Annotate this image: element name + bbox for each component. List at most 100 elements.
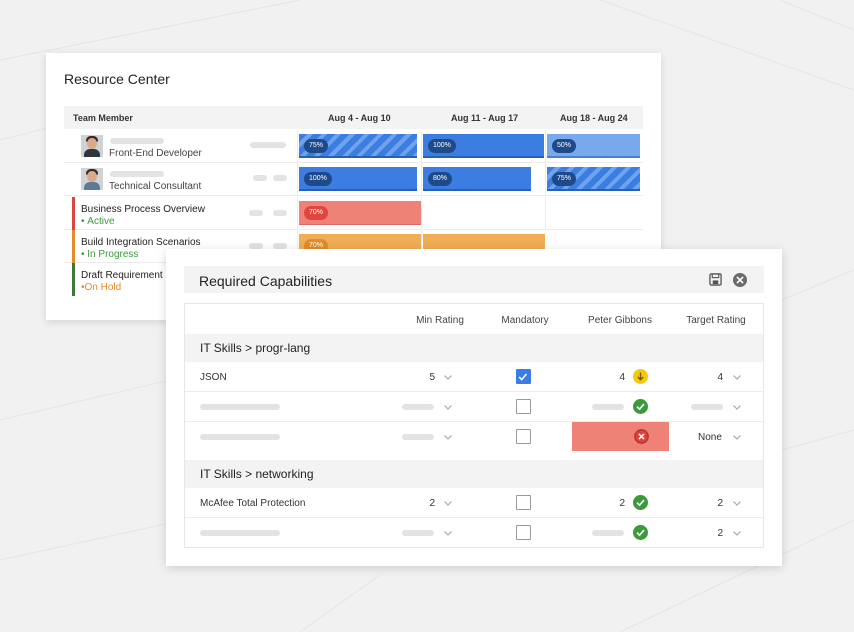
task-name: Build Integration Scenarios bbox=[81, 237, 201, 248]
target-rating-value: None bbox=[698, 432, 722, 443]
placeholder bbox=[592, 404, 624, 410]
column-mandatory: Mandatory bbox=[501, 315, 549, 326]
capabilities-header: Required Capabilities bbox=[184, 266, 764, 293]
person-rating-value: 4 bbox=[619, 372, 625, 383]
team-member-row[interactable]: Front-End Developer 75% 100% 50% bbox=[64, 130, 643, 163]
check-circle-icon bbox=[633, 525, 648, 540]
skill-name-placeholder bbox=[200, 434, 280, 440]
check-circle-icon bbox=[633, 399, 648, 414]
member-role: Technical Consultant bbox=[109, 181, 202, 192]
skill-name: McAfee Total Protection bbox=[200, 498, 306, 509]
allocation-bar[interactable]: 80% bbox=[423, 167, 531, 191]
save-icon[interactable] bbox=[709, 273, 722, 286]
task-name: Draft Requirement bbox=[81, 270, 163, 281]
placeholder bbox=[273, 243, 287, 249]
task-color-stripe bbox=[72, 197, 75, 230]
allocation-pill: 100% bbox=[304, 172, 332, 186]
skill-row[interactable]: None bbox=[185, 422, 763, 452]
allocation-pill: 80% bbox=[428, 172, 453, 186]
column-min-rating: Min Rating bbox=[416, 315, 464, 326]
column-week-3: Aug 18 - Aug 24 bbox=[560, 113, 628, 123]
skill-row[interactable]: JSON 5 4 4 bbox=[185, 362, 763, 392]
placeholder bbox=[253, 175, 267, 181]
column-person: Peter Gibbons bbox=[588, 315, 652, 326]
allocation-pill: 70% bbox=[304, 206, 329, 220]
allocation-pill: 75% bbox=[552, 172, 577, 186]
required-capabilities-panel: Required Capabilities Min Rating Mandato… bbox=[166, 249, 782, 566]
placeholder bbox=[402, 404, 434, 410]
mandatory-checkbox[interactable] bbox=[516, 525, 531, 540]
skill-name: JSON bbox=[200, 372, 227, 383]
chevron-down-icon[interactable] bbox=[443, 498, 453, 508]
chevron-down-icon[interactable] bbox=[443, 372, 453, 382]
target-rating-value: 4 bbox=[717, 372, 723, 383]
avatar bbox=[81, 135, 103, 157]
allocation-bar[interactable]: 100% bbox=[423, 134, 544, 158]
task-row[interactable]: Business Process Overview • Active 70% bbox=[64, 197, 643, 230]
column-team-member: Team Member bbox=[73, 113, 133, 123]
task-name: Business Process Overview bbox=[81, 204, 205, 215]
chevron-down-icon[interactable] bbox=[732, 498, 742, 508]
skill-group-name: IT Skills > progr-lang bbox=[200, 341, 311, 355]
task-status: • In Progress bbox=[81, 249, 139, 260]
team-member-row[interactable]: Technical Consultant 100% 80% 75% bbox=[64, 163, 643, 196]
placeholder bbox=[691, 404, 723, 410]
min-rating-value: 5 bbox=[429, 372, 435, 383]
avatar bbox=[81, 168, 103, 190]
arrow-down-warning-icon bbox=[633, 369, 648, 384]
skill-name-placeholder bbox=[200, 404, 280, 410]
target-rating-value: 2 bbox=[717, 528, 723, 539]
chevron-down-icon[interactable] bbox=[732, 402, 742, 412]
chevron-down-icon[interactable] bbox=[732, 528, 742, 538]
error-x-icon bbox=[634, 429, 649, 444]
allocation-bar[interactable]: 100% bbox=[299, 167, 417, 191]
placeholder bbox=[273, 210, 287, 216]
placeholder bbox=[402, 530, 434, 536]
check-circle-icon bbox=[633, 495, 648, 510]
resource-center-title: Resource Center bbox=[64, 71, 170, 87]
chevron-down-icon[interactable] bbox=[443, 432, 453, 442]
timeline-header: Team Member Aug 4 - Aug 10 Aug 11 - Aug … bbox=[64, 106, 643, 129]
skill-row[interactable]: McAfee Total Protection 2 2 2 bbox=[185, 488, 763, 518]
target-rating-value: 2 bbox=[717, 498, 723, 509]
chevron-down-icon[interactable] bbox=[732, 372, 742, 382]
chevron-down-icon[interactable] bbox=[443, 528, 453, 538]
mandatory-checkbox[interactable] bbox=[516, 399, 531, 414]
skill-row[interactable] bbox=[185, 392, 763, 422]
skill-name-placeholder bbox=[200, 530, 280, 536]
allocation-pill: 100% bbox=[428, 139, 456, 153]
allocation-pill: 50% bbox=[552, 139, 577, 153]
placeholder bbox=[249, 210, 263, 216]
column-week-2: Aug 11 - Aug 17 bbox=[451, 113, 519, 123]
name-placeholder bbox=[110, 171, 164, 177]
skill-row[interactable]: 2 bbox=[185, 518, 763, 548]
placeholder bbox=[402, 434, 434, 440]
capabilities-table: Min Rating Mandatory Peter Gibbons Targe… bbox=[184, 303, 764, 548]
check-icon bbox=[518, 373, 528, 381]
name-placeholder bbox=[110, 138, 164, 144]
mandatory-checkbox[interactable] bbox=[516, 429, 531, 444]
task-status: •On Hold bbox=[81, 282, 122, 293]
chevron-down-icon[interactable] bbox=[732, 432, 742, 442]
chevron-down-icon[interactable] bbox=[443, 402, 453, 412]
allocation-bar[interactable]: 50% bbox=[547, 134, 640, 158]
allocation-bar[interactable]: 75% bbox=[299, 134, 417, 158]
allocation-pill: 75% bbox=[304, 139, 329, 153]
mandatory-checkbox[interactable] bbox=[516, 369, 531, 384]
allocation-bar[interactable]: 75% bbox=[547, 167, 640, 191]
skill-group-name: IT Skills > networking bbox=[200, 467, 314, 481]
missing-skill-cell bbox=[572, 422, 669, 451]
skill-group-header: IT Skills > progr-lang bbox=[185, 334, 763, 362]
task-color-stripe bbox=[72, 230, 75, 263]
close-icon[interactable] bbox=[733, 273, 747, 287]
allocation-bar[interactable]: 70% bbox=[299, 201, 421, 225]
column-target-rating: Target Rating bbox=[686, 315, 746, 326]
placeholder bbox=[250, 142, 286, 148]
task-row[interactable]: Draft Requirement •On Hold bbox=[64, 263, 643, 296]
mandatory-checkbox[interactable] bbox=[516, 495, 531, 510]
placeholder bbox=[249, 243, 263, 249]
task-status: • Active bbox=[81, 216, 115, 227]
placeholder bbox=[592, 530, 624, 536]
min-rating-value: 2 bbox=[429, 498, 435, 509]
